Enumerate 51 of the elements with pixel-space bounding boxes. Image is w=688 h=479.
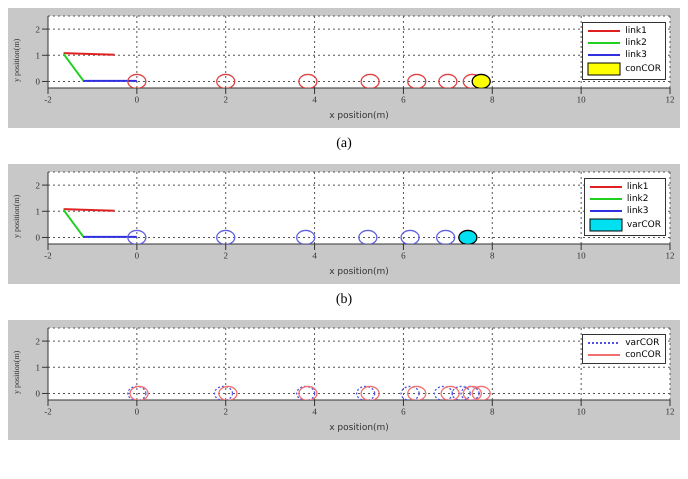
x-tick-label: 12 — [666, 250, 674, 260]
x-tick-label: 4 — [312, 94, 318, 104]
y-tick-label: 1 — [36, 362, 40, 372]
y-axis-title: y position(m) — [12, 194, 21, 238]
legend-label: link3 — [626, 206, 648, 216]
x-tick-label: 0 — [134, 250, 140, 260]
legend-label: link2 — [625, 38, 647, 48]
y-tick-label: 2 — [36, 24, 40, 34]
y-axis-title: y position(m) — [12, 350, 21, 394]
x-axis-title: x position(m) — [329, 423, 389, 433]
legend-label: conCOR — [625, 64, 661, 74]
y-tick-label: 2 — [36, 336, 40, 346]
x-axis-title: x position(m) — [329, 267, 389, 277]
x-tick-label: -2 — [44, 94, 52, 104]
x-tick-label: 2 — [223, 406, 228, 416]
x-tick-label: -2 — [44, 250, 52, 260]
legend-label: link1 — [625, 26, 647, 36]
y-tick-label: 2 — [36, 180, 40, 190]
text: (a) — [335, 136, 353, 152]
x-tick-label: 4 — [312, 250, 318, 260]
y-axis-title: y position(m) — [12, 38, 21, 82]
y-tick-label: 0 — [36, 388, 40, 399]
x-tick-label: 6 — [401, 94, 406, 104]
x-tick-label: 0 — [134, 406, 140, 416]
x-tick-label: 10 — [576, 250, 586, 260]
x-tick-label: 4 — [312, 406, 318, 416]
y-tick-label: 1 — [36, 206, 40, 216]
x-tick-label: 8 — [490, 94, 496, 104]
x-tick-label: 6 — [401, 250, 406, 260]
legend-label: link1 — [626, 182, 648, 192]
x-axis-title: x position(m) — [329, 111, 389, 121]
x-tick-label: 10 — [576, 406, 586, 416]
x-tick-label: -2 — [44, 406, 52, 416]
legend-label: conCOR — [625, 350, 661, 360]
x-tick-label: 8 — [490, 406, 496, 416]
legend-label: link3 — [625, 50, 647, 60]
x-tick-label: 2 — [223, 250, 228, 260]
text: (b) — [334, 292, 354, 308]
x-tick-label: 10 — [576, 94, 586, 104]
x-tick-label: 2 — [223, 94, 228, 104]
legend-label: link2 — [626, 194, 648, 204]
x-tick-label: 6 — [401, 406, 406, 416]
y-tick-label: 1 — [36, 50, 40, 60]
y-tick-label: 0 — [36, 76, 40, 87]
x-tick-label: 0 — [134, 94, 140, 104]
x-tick-label: 12 — [666, 406, 674, 416]
x-tick-label: 12 — [666, 94, 674, 104]
x-tick-label: 8 — [490, 250, 496, 260]
legend-label: varCOR — [626, 220, 661, 230]
legend-label: varCOR — [625, 338, 660, 348]
y-tick-label: 0 — [36, 232, 40, 243]
